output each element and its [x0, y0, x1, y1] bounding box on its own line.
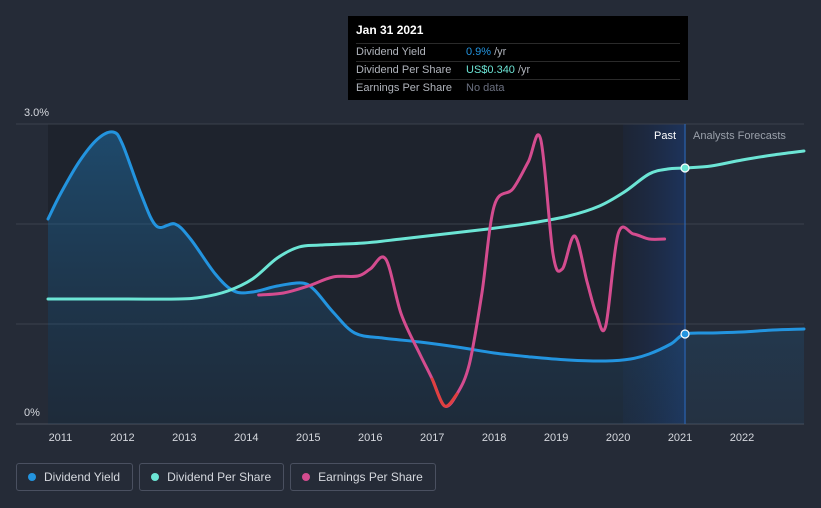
x-tick-label: 2013 — [172, 432, 196, 444]
legend-dot-icon — [302, 473, 311, 481]
legend-label: Dividend Yield — [44, 470, 121, 484]
tooltip-row-dividend-yield: Dividend Yield 0.9%/yr — [356, 43, 680, 61]
x-tick-label: 2015 — [296, 432, 320, 444]
legend-dot-icon — [151, 473, 160, 481]
legend-label: Dividend Per Share — [167, 470, 272, 484]
y-tick-label: 0% — [24, 407, 40, 419]
legend-dot-icon — [28, 473, 36, 481]
x-axis-ticks: 2011 2012 2013 2014 2015 2016 2017 2018 2019 2020… — [49, 432, 755, 444]
tooltip-label: Dividend Yield — [356, 46, 426, 58]
x-tick-label: 2018 — [482, 432, 506, 444]
x-tick-label: 2016 — [358, 432, 382, 444]
legend-label: Earnings Per Share — [318, 470, 423, 484]
chart-legend: Dividend Yield Dividend Per Share Earnin… — [16, 463, 436, 491]
tooltip-value: No data — [466, 82, 505, 94]
dividend-yield-area — [48, 131, 804, 424]
tooltip-row-earnings-per-share: Earnings Per Share No data — [356, 79, 680, 97]
chart-tooltip: Jan 31 2021 Dividend Yield 0.9%/yr Divid… — [348, 16, 688, 100]
x-tick-label: 2017 — [420, 432, 444, 444]
tooltip-label: Dividend Per Share — [356, 64, 452, 76]
x-tick-label: 2011 — [49, 432, 73, 444]
tooltip-unit: /yr — [494, 46, 507, 58]
tooltip-date: Jan 31 2021 — [356, 23, 424, 37]
tooltip-label: Earnings Per Share — [356, 82, 452, 94]
x-tick-label: 2019 — [544, 432, 568, 444]
legend-item-dividend-yield[interactable]: Dividend Yield — [16, 463, 134, 491]
tooltip-value: US$0.340 — [466, 64, 515, 76]
value-marker — [680, 163, 690, 173]
x-tick-label: 2012 — [110, 432, 134, 444]
past-label: Past — [654, 130, 676, 142]
value-marker — [680, 329, 690, 339]
forecast-label: Analysts Forecasts — [693, 130, 786, 142]
earnings-per-share-low-segment — [430, 377, 459, 408]
value-markers — [680, 163, 690, 339]
earnings-per-share-line — [257, 133, 667, 408]
tooltip-value: 0.9% — [466, 46, 492, 58]
x-tick-label: 2020 — [606, 432, 630, 444]
dividend-yield-line — [46, 130, 806, 363]
x-tick-label: 2021 — [668, 432, 692, 444]
y-axis-ticks: 3.0% 0% — [24, 107, 49, 419]
y-tick-label: 3.0% — [24, 107, 49, 119]
legend-item-dividend-per-share[interactable]: Dividend Per Share — [139, 463, 285, 491]
tooltip-unit: /yr — [517, 64, 531, 76]
x-tick-label: 2014 — [234, 432, 258, 444]
legend-item-earnings-per-share[interactable]: Earnings Per Share — [290, 463, 436, 491]
tooltip-row-dividend-per-share: Dividend Per Share US$0.340/yr — [356, 61, 680, 79]
x-tick-label: 2022 — [730, 432, 754, 444]
series-areas — [48, 131, 804, 424]
